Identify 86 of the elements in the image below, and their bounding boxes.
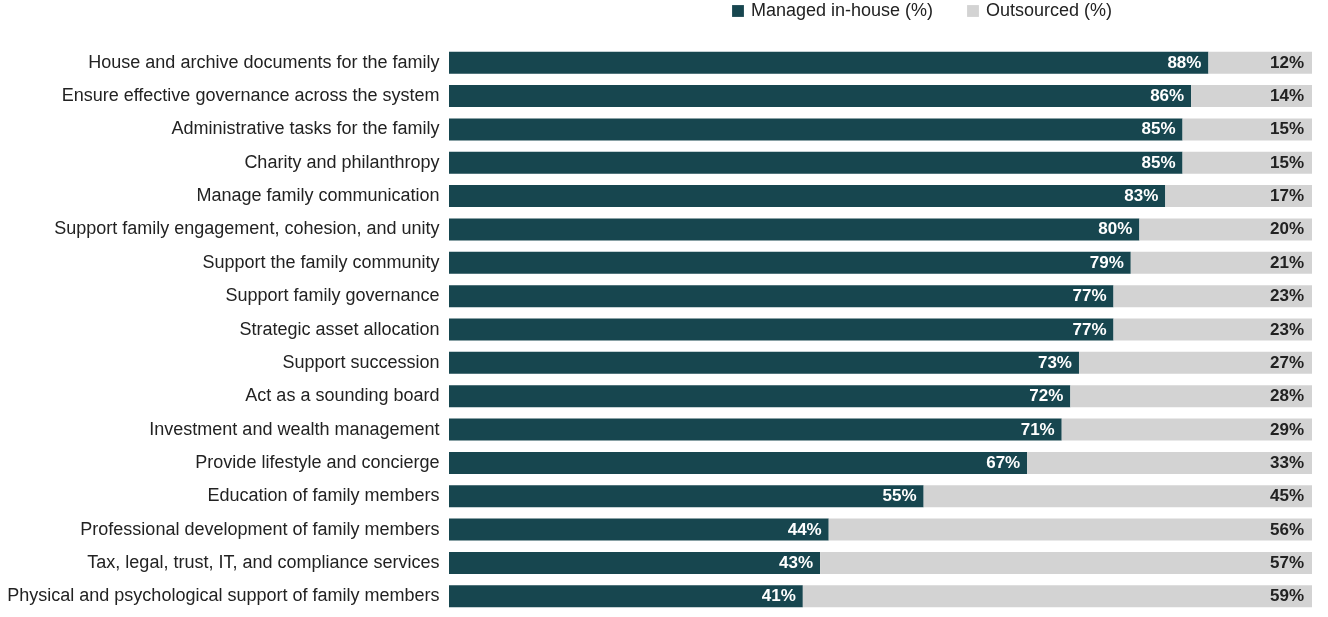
data-label: 79%: [1089, 252, 1124, 272]
data-label: 86%: [1150, 86, 1185, 106]
y-tick-label: Manage family communication: [196, 185, 440, 206]
data-label: 83%: [1124, 186, 1159, 206]
data-label: 85%: [1141, 119, 1176, 139]
data-label: 41%: [761, 586, 796, 606]
data-label: 33%: [1269, 452, 1304, 472]
bar: [449, 51, 1209, 74]
bar: [923, 485, 1312, 508]
bar: [449, 118, 1183, 141]
data-label: 45%: [1269, 486, 1304, 506]
y-tick-label: Charity and philanthropy: [244, 151, 440, 172]
bar: [449, 585, 803, 608]
bar: [1027, 451, 1312, 474]
bar: [820, 551, 1312, 574]
data-label: 73%: [1037, 352, 1072, 372]
bar: [449, 485, 924, 508]
bar: [1182, 151, 1312, 174]
bar: [1182, 118, 1312, 141]
y-tick-label: House and archive documents for the family: [88, 51, 440, 72]
y-tick-label: Support the family community: [202, 251, 440, 272]
data-label: 72%: [1029, 386, 1064, 406]
data-label: 15%: [1269, 152, 1304, 172]
bar: [449, 385, 1071, 408]
y-tick-label: Education of family members: [207, 485, 440, 506]
data-label: 77%: [1072, 319, 1107, 339]
bar: [449, 185, 1166, 208]
y-tick-label: Ensure effective governance across the system: [61, 85, 440, 106]
bar: [1191, 85, 1312, 108]
data-label: 67%: [986, 452, 1021, 472]
data-label: 27%: [1269, 352, 1304, 372]
data-label: 80%: [1098, 219, 1133, 239]
bar: [1113, 318, 1312, 341]
legend-label: Outsourced (%): [986, 0, 1113, 20]
data-label: 15%: [1269, 119, 1304, 139]
y-tick-label: Physical and psychological support of family members: [7, 585, 440, 606]
bar: [1061, 418, 1312, 441]
data-label: 85%: [1141, 152, 1176, 172]
y-tick-label: Administrative tasks for the family: [171, 118, 440, 139]
bar: [449, 551, 821, 574]
data-label: 88%: [1167, 52, 1202, 72]
data-label: 17%: [1269, 186, 1304, 206]
y-tick-label: Support family engagement, cohesion, and unity: [54, 218, 440, 239]
y-tick-label: Act as a sounding board: [245, 385, 440, 406]
y-tick-label: Strategic asset allocation: [239, 318, 440, 339]
data-label: 55%: [882, 486, 917, 506]
bar: [449, 218, 1140, 241]
bar: [449, 351, 1079, 374]
y-tick-label: Tax, legal, trust, IT, and compliance services: [87, 551, 440, 572]
bar: [1113, 285, 1312, 308]
data-label: 71%: [1020, 419, 1055, 439]
bar: [1139, 218, 1312, 241]
bar: [449, 518, 829, 541]
data-label: 43%: [779, 552, 814, 572]
y-tick-label: Professional development of family members: [80, 518, 440, 539]
data-label: 23%: [1269, 319, 1304, 339]
data-label: 20%: [1269, 219, 1304, 239]
bar: [449, 418, 1062, 441]
data-label: 57%: [1269, 552, 1304, 572]
data-label: 12%: [1269, 52, 1304, 72]
bar: [1130, 251, 1312, 274]
bar: [449, 85, 1192, 108]
bar: [1165, 185, 1312, 208]
bar: [449, 151, 1183, 174]
y-tick-label: Support family governance: [225, 285, 440, 306]
bar: [1078, 351, 1312, 374]
bar: [828, 518, 1312, 541]
bar: [449, 318, 1114, 341]
bar: [449, 451, 1028, 474]
bar: [449, 251, 1131, 274]
data-label: 21%: [1269, 252, 1304, 272]
y-tick-label: Provide lifestyle and concierge: [195, 451, 440, 472]
data-label: 29%: [1269, 419, 1304, 439]
y-tick-label: Investment and wealth management: [149, 418, 440, 439]
legend-label: Managed in-house (%): [751, 0, 934, 20]
data-label: 77%: [1072, 286, 1107, 306]
data-label: 59%: [1269, 586, 1304, 606]
data-label: 44%: [787, 519, 822, 539]
data-label: 14%: [1269, 86, 1304, 106]
y-tick-label: Support succession: [282, 351, 440, 372]
data-label: 23%: [1269, 286, 1304, 306]
bar: [1070, 385, 1312, 408]
bar: [449, 285, 1114, 308]
bar: [802, 585, 1312, 608]
data-label: 28%: [1269, 386, 1304, 406]
data-label: 56%: [1269, 519, 1304, 539]
